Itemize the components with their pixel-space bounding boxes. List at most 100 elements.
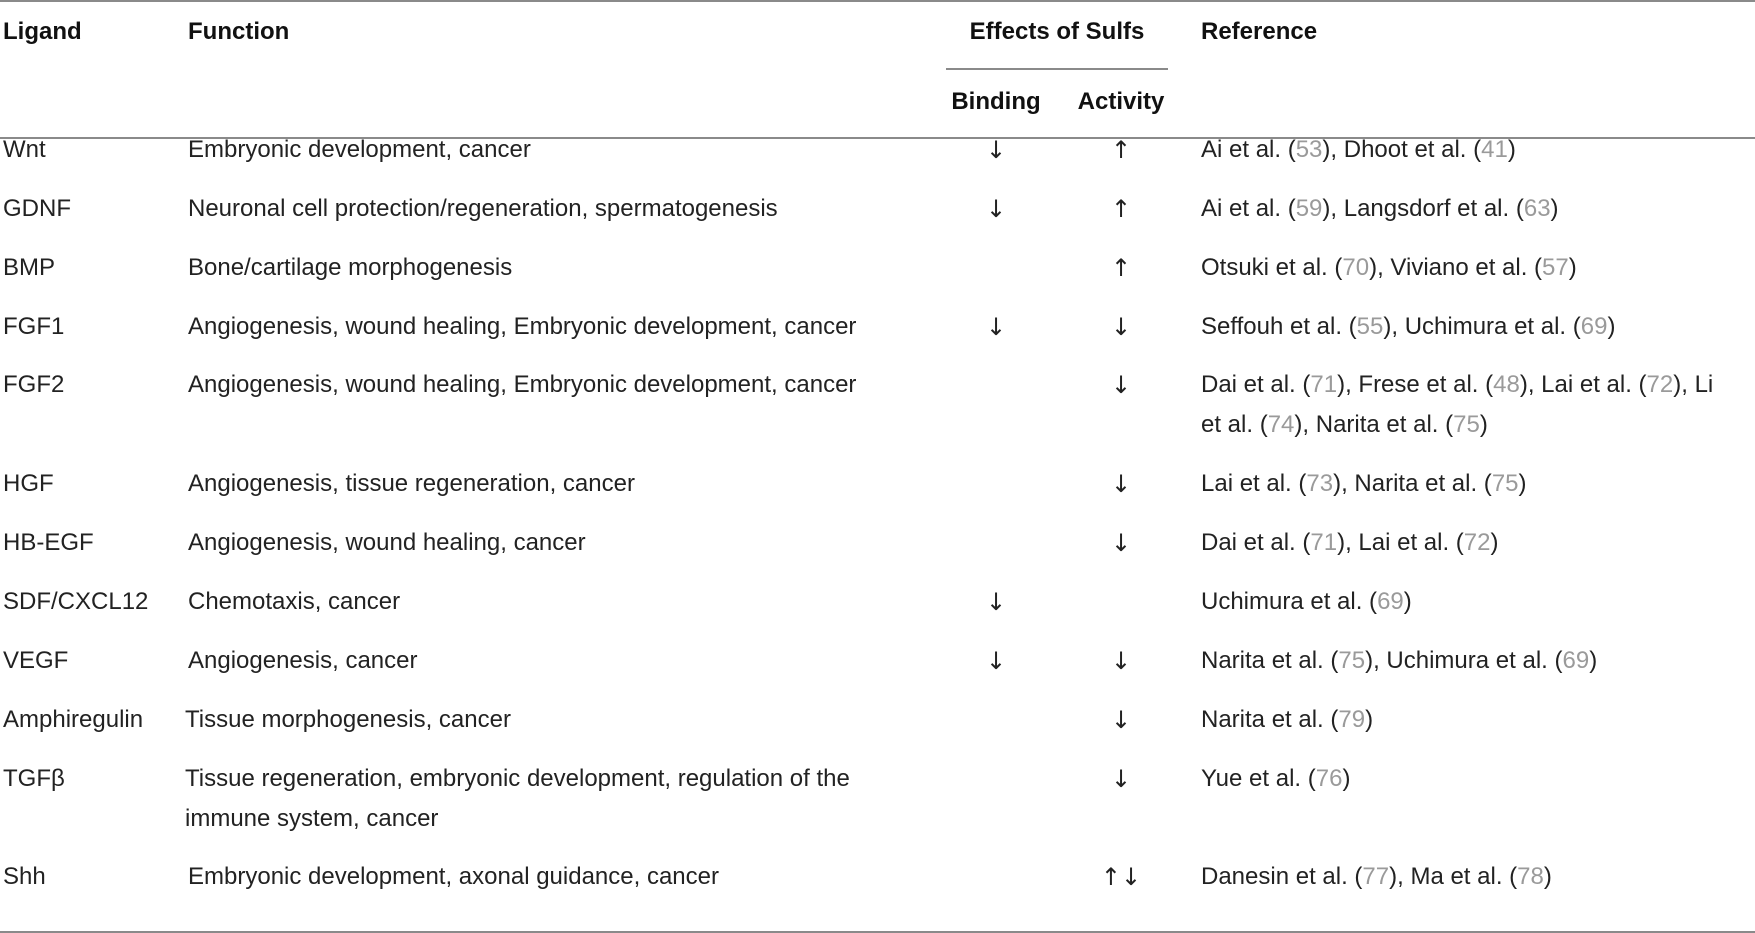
reference-cell: et al. (74), Narita et al. (75)	[1201, 405, 1749, 445]
reference-cell: Lai et al. (73), Narita et al. (75)	[1201, 464, 1749, 504]
reference-cell: Dai et al. (71), Frese et al. (48), Lai …	[1201, 365, 1749, 405]
header-ligand: Ligand	[3, 18, 82, 45]
citation-number: 79	[1338, 706, 1366, 733]
citation-number: 75	[1491, 470, 1519, 497]
ligand-cell: GDNF	[3, 195, 71, 222]
citation-number: 57	[1542, 254, 1569, 281]
function-cell: Neuronal cell protection/regeneration, s…	[188, 195, 778, 222]
citation-number: 55	[1356, 313, 1384, 340]
header-function: Function	[188, 18, 290, 45]
activity-arrow: ↓	[1110, 371, 1132, 399]
activity-arrow: ↑	[1110, 195, 1132, 223]
reference-text: )	[1607, 313, 1616, 340]
reference-text: )	[1550, 195, 1559, 222]
header-effects-of-sulfs: Effects of Sulfs	[969, 18, 1145, 45]
citation-number: 41	[1481, 136, 1508, 163]
activity-arrow: ↑	[1110, 136, 1132, 164]
effects-subrule	[946, 68, 1168, 70]
reference-text: Ai et al. (	[1201, 136, 1296, 163]
function-cell: Angiogenesis, wound healing, Embryonic d…	[188, 371, 857, 398]
reference-text: ), Uchimura et al. (	[1383, 313, 1581, 340]
function-cell: Embryonic development, axonal guidance, …	[188, 863, 719, 890]
citation-number: 71	[1310, 529, 1338, 556]
activity-arrow: ↑↓	[1100, 863, 1142, 891]
ligand-cell: SDF/CXCL12	[3, 588, 149, 615]
bottom-rule	[0, 931, 1755, 933]
function-cell: Embryonic development, cancer	[188, 136, 531, 163]
ligand-cell: TGFβ	[3, 765, 65, 792]
function-cell: Angiogenesis, cancer	[188, 647, 418, 674]
reference-text: )	[1518, 470, 1527, 497]
function-cell: Angiogenesis, wound healing, Embryonic d…	[188, 313, 857, 340]
reference-cell: Otsuki et al. (70), Viviano et al. (57)	[1201, 248, 1749, 288]
reference-text: ), Ma et al. (	[1389, 863, 1518, 890]
header-rule	[0, 137, 1755, 139]
activity-arrow: ↓	[1110, 765, 1132, 793]
citation-number: 70	[1342, 254, 1370, 281]
reference-text: ), Dhoot et al. (	[1322, 136, 1482, 163]
reference-text: )	[1342, 765, 1351, 792]
header-activity: Activity	[1077, 88, 1165, 115]
citation-number: 77	[1362, 863, 1390, 890]
reference-cell: Yue et al. (76)	[1201, 759, 1749, 799]
binding-arrow: ↓	[985, 195, 1007, 223]
activity-arrow: ↑	[1110, 254, 1132, 282]
reference-text: Dai et al. (	[1201, 371, 1311, 398]
ligand-cell: Amphiregulin	[3, 706, 144, 733]
reference-cell: Uchimura et al. (69)	[1201, 582, 1749, 622]
reference-text: ), Frese et al. (	[1337, 371, 1494, 398]
reference-cell: Seffouh et al. (55), Uchimura et al. (69…	[1201, 307, 1749, 347]
reference-text: )	[1403, 588, 1412, 615]
citation-number: 71	[1310, 371, 1338, 398]
ligand-cell: FGF2	[3, 371, 65, 398]
function-cell: Angiogenesis, wound healing, cancer	[188, 529, 586, 556]
reference-text: ), Lai et al. (	[1337, 529, 1464, 556]
activity-arrow: ↓	[1110, 647, 1132, 675]
reference-text: Danesin et al. (	[1201, 863, 1363, 890]
reference-text: )	[1589, 647, 1598, 674]
reference-text: Narita et al. (	[1201, 647, 1339, 674]
reference-text: Dai et al. (	[1201, 529, 1311, 556]
activity-arrow: ↓	[1110, 529, 1132, 557]
reference-text: et al. (	[1201, 411, 1268, 438]
citation-number: 74	[1267, 411, 1295, 438]
reference-text: ), Narita et al. (	[1294, 411, 1454, 438]
reference-text: )	[1507, 136, 1516, 163]
reference-text: ), Langsdorf et al. (	[1322, 195, 1524, 222]
activity-arrow: ↓	[1110, 313, 1132, 341]
reference-text: Uchimura et al. (	[1201, 588, 1378, 615]
citation-number: 76	[1315, 765, 1343, 792]
reference-text: )	[1543, 863, 1552, 890]
ligand-cell: VEGF	[3, 647, 69, 674]
citation-number: 75	[1453, 411, 1480, 438]
binding-arrow: ↓	[985, 647, 1007, 675]
reference-text: ), Viviano et al. (	[1369, 254, 1543, 281]
reference-text: )	[1365, 706, 1374, 733]
function-cell: Chemotaxis, cancer	[188, 588, 401, 615]
reference-cell: Narita et al. (79)	[1201, 700, 1749, 740]
citation-number: 63	[1523, 195, 1551, 222]
citation-number: 72	[1646, 371, 1674, 398]
reference-text: )	[1479, 411, 1488, 438]
citation-number: 75	[1338, 647, 1366, 674]
binding-arrow: ↓	[985, 313, 1007, 341]
reference-cell: Ai et al. (59), Langsdorf et al. (63)	[1201, 189, 1749, 229]
reference-cell: Dai et al. (71), Lai et al. (72)	[1201, 523, 1749, 563]
reference-text: Narita et al. (	[1201, 706, 1339, 733]
function-cell: Tissue regeneration, embryonic developme…	[185, 765, 850, 792]
reference-cell: Danesin et al. (77), Ma et al. (78)	[1201, 857, 1749, 897]
reference-cell: Narita et al. (75), Uchimura et al. (69)	[1201, 641, 1749, 681]
citation-number: 69	[1377, 588, 1404, 615]
function-cell: Bone/cartilage morphogenesis	[188, 254, 513, 281]
ligand-cell: BMP	[3, 254, 56, 281]
citation-number: 69	[1580, 313, 1608, 340]
ligand-cell: Shh	[3, 863, 46, 890]
reference-text: ), Narita et al. (	[1333, 470, 1492, 497]
reference-text: Ai et al. (	[1201, 195, 1296, 222]
citation-number: 73	[1306, 470, 1334, 497]
citation-number: 48	[1493, 371, 1520, 398]
binding-arrow: ↓	[985, 136, 1007, 164]
ligand-cell: HGF	[3, 470, 54, 497]
header-reference: Reference	[1201, 18, 1318, 45]
